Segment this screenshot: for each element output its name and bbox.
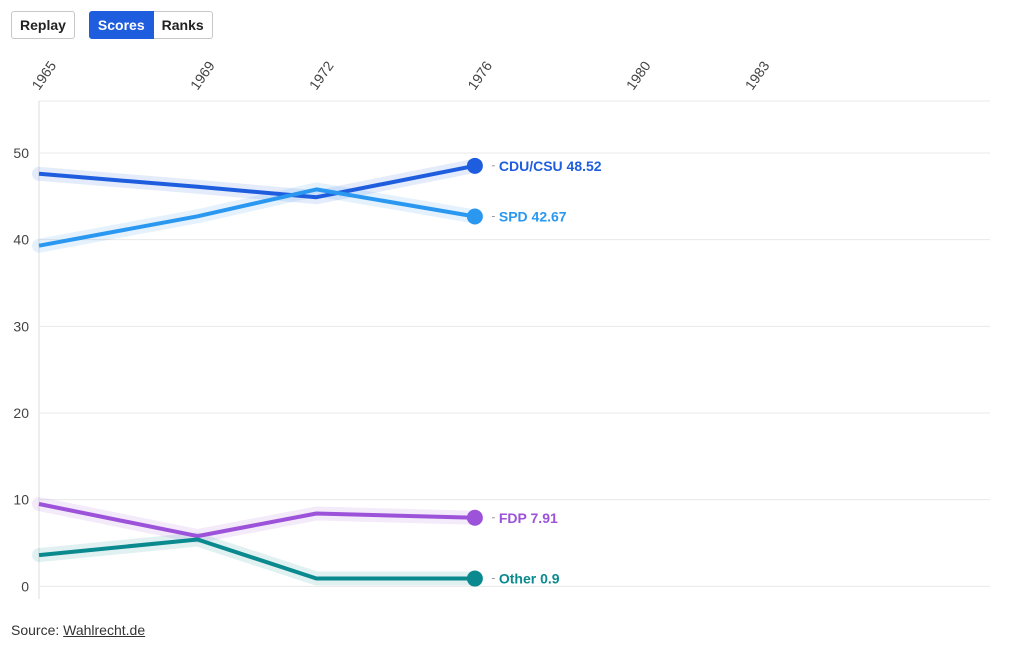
series-halo: [32, 497, 482, 544]
series-label-cdu-csu: CDU/CSU 48.52: [499, 158, 602, 174]
x-tick-label: 1969: [187, 58, 218, 93]
chart-controls: Replay Scores Ranks: [11, 11, 213, 39]
series-line-cdu-csu: [38, 163, 476, 200]
ranks-button[interactable]: Ranks: [153, 11, 213, 39]
x-tick-label: 1972: [306, 58, 337, 93]
x-tick-label: 1980: [623, 58, 654, 93]
end-marker-cdu-csu: [466, 157, 483, 174]
series-label-other: Other 0.9: [499, 571, 560, 587]
y-tick-label: 10: [13, 492, 29, 508]
x-tick-label: 1976: [464, 58, 495, 93]
source-prefix: Source:: [11, 622, 64, 638]
view-mode-toggle: Scores Ranks: [88, 11, 213, 39]
replay-button[interactable]: Replay: [11, 11, 75, 39]
end-marker-other: [466, 570, 483, 587]
y-tick-label: 20: [13, 405, 29, 421]
source-note: Source: Wahlrecht.de: [11, 622, 145, 638]
x-tick-label: 1983: [742, 58, 773, 93]
series-line-other: [38, 537, 475, 581]
end-marker-fdp: [466, 509, 483, 526]
scores-button[interactable]: Scores: [88, 11, 154, 39]
series-line-spd: [38, 187, 476, 248]
y-tick-label: 50: [13, 145, 29, 161]
series-halo: [32, 182, 482, 253]
series-line-fdp: [38, 502, 475, 539]
y-tick-label: 0: [21, 578, 29, 594]
source-link[interactable]: Wahlrecht.de: [63, 622, 146, 638]
x-tick-label: 1965: [28, 58, 59, 93]
end-marker-spd: [466, 208, 483, 225]
y-tick-label: 30: [13, 318, 29, 334]
line-chart: 0 10 20 30 40 50 1965 1969 1972 1976 1980 1983 CDU/C…: [13, 58, 990, 599]
series-label-spd: SPD 42.67: [499, 209, 567, 225]
series-label-fdp: FDP 7.91: [499, 510, 558, 526]
y-tick-label: 40: [13, 232, 29, 248]
